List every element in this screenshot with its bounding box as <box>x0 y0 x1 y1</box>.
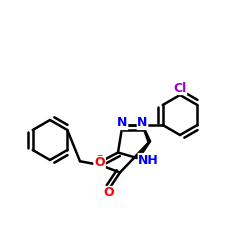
Text: N: N <box>137 116 148 130</box>
Text: Cl: Cl <box>174 82 186 94</box>
Text: O: O <box>95 156 105 170</box>
Text: NH: NH <box>138 154 159 166</box>
Text: O: O <box>104 186 114 200</box>
Text: O: O <box>94 154 104 166</box>
Text: N: N <box>117 116 128 130</box>
